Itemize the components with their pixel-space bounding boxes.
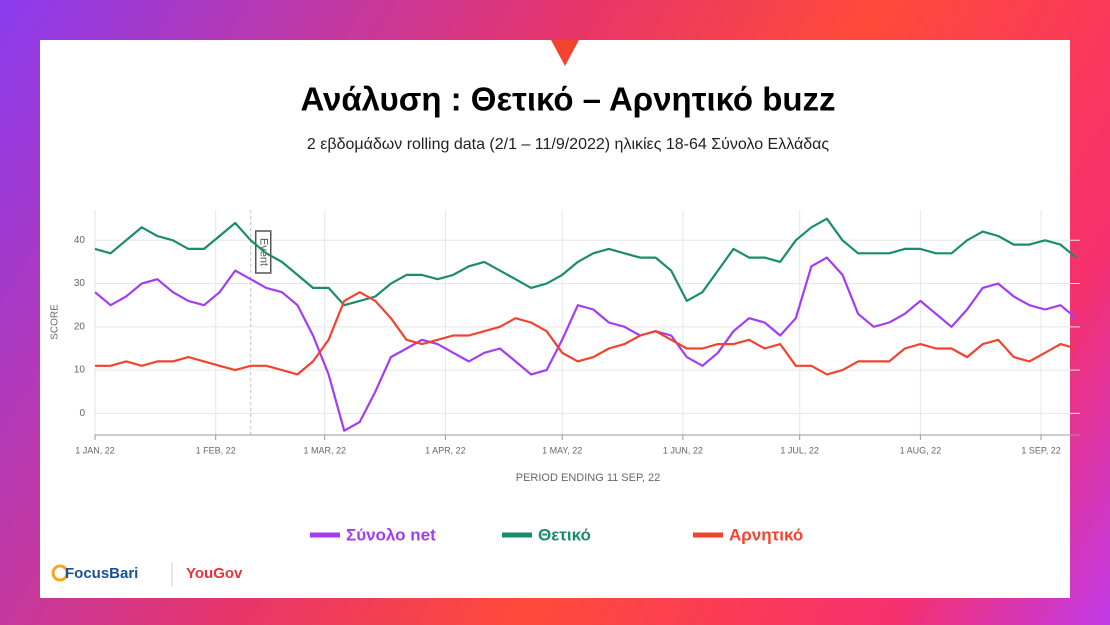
logo-icon [51,564,69,582]
x-tick-label: 1 MAR, 22 [303,445,346,455]
series-line [95,291,1077,376]
x-axis-label: PERIOD ENDING 11 SEP, 22 [516,472,660,484]
legend-label: Αρνητικό [729,525,803,544]
chart-title: Ανάλυση : Θετικό – Αρνητικό buzz [300,81,835,118]
x-tick-label: 1 SEP, 22 [1021,445,1060,455]
y-axis-label: SCORE [50,304,61,340]
x-tick-label: 1 APR, 22 [425,445,466,455]
legend-label: Σύνολο net [346,525,436,544]
series-line [94,256,1077,432]
y-tick-label: 20 [74,321,86,332]
y-tick-label: 0 [79,408,85,419]
notch [551,40,579,66]
logo-focusbari: FocusBari [65,565,138,582]
x-tick-label: 1 JUL, 22 [780,445,819,455]
x-tick-label: 1 JAN, 22 [75,445,115,455]
logo-yougov: YouGov [186,565,243,582]
x-tick-label: 1 AUG, 22 [900,445,942,455]
y-tick-label: 30 [74,278,86,289]
series-line [94,217,1077,307]
legend-label: Θετικό [538,525,591,544]
chart-subtitle: 2 εβδομάδων rolling data (2/1 – 11/9/202… [307,136,829,153]
y-tick-label: 10 [74,365,86,376]
y-tick-label: 40 [74,235,86,246]
x-tick-label: 1 JUN, 22 [663,445,703,455]
card [40,40,1070,598]
x-tick-label: 1 MAY, 22 [542,445,582,455]
x-tick-label: 1 FEB, 22 [196,445,236,455]
